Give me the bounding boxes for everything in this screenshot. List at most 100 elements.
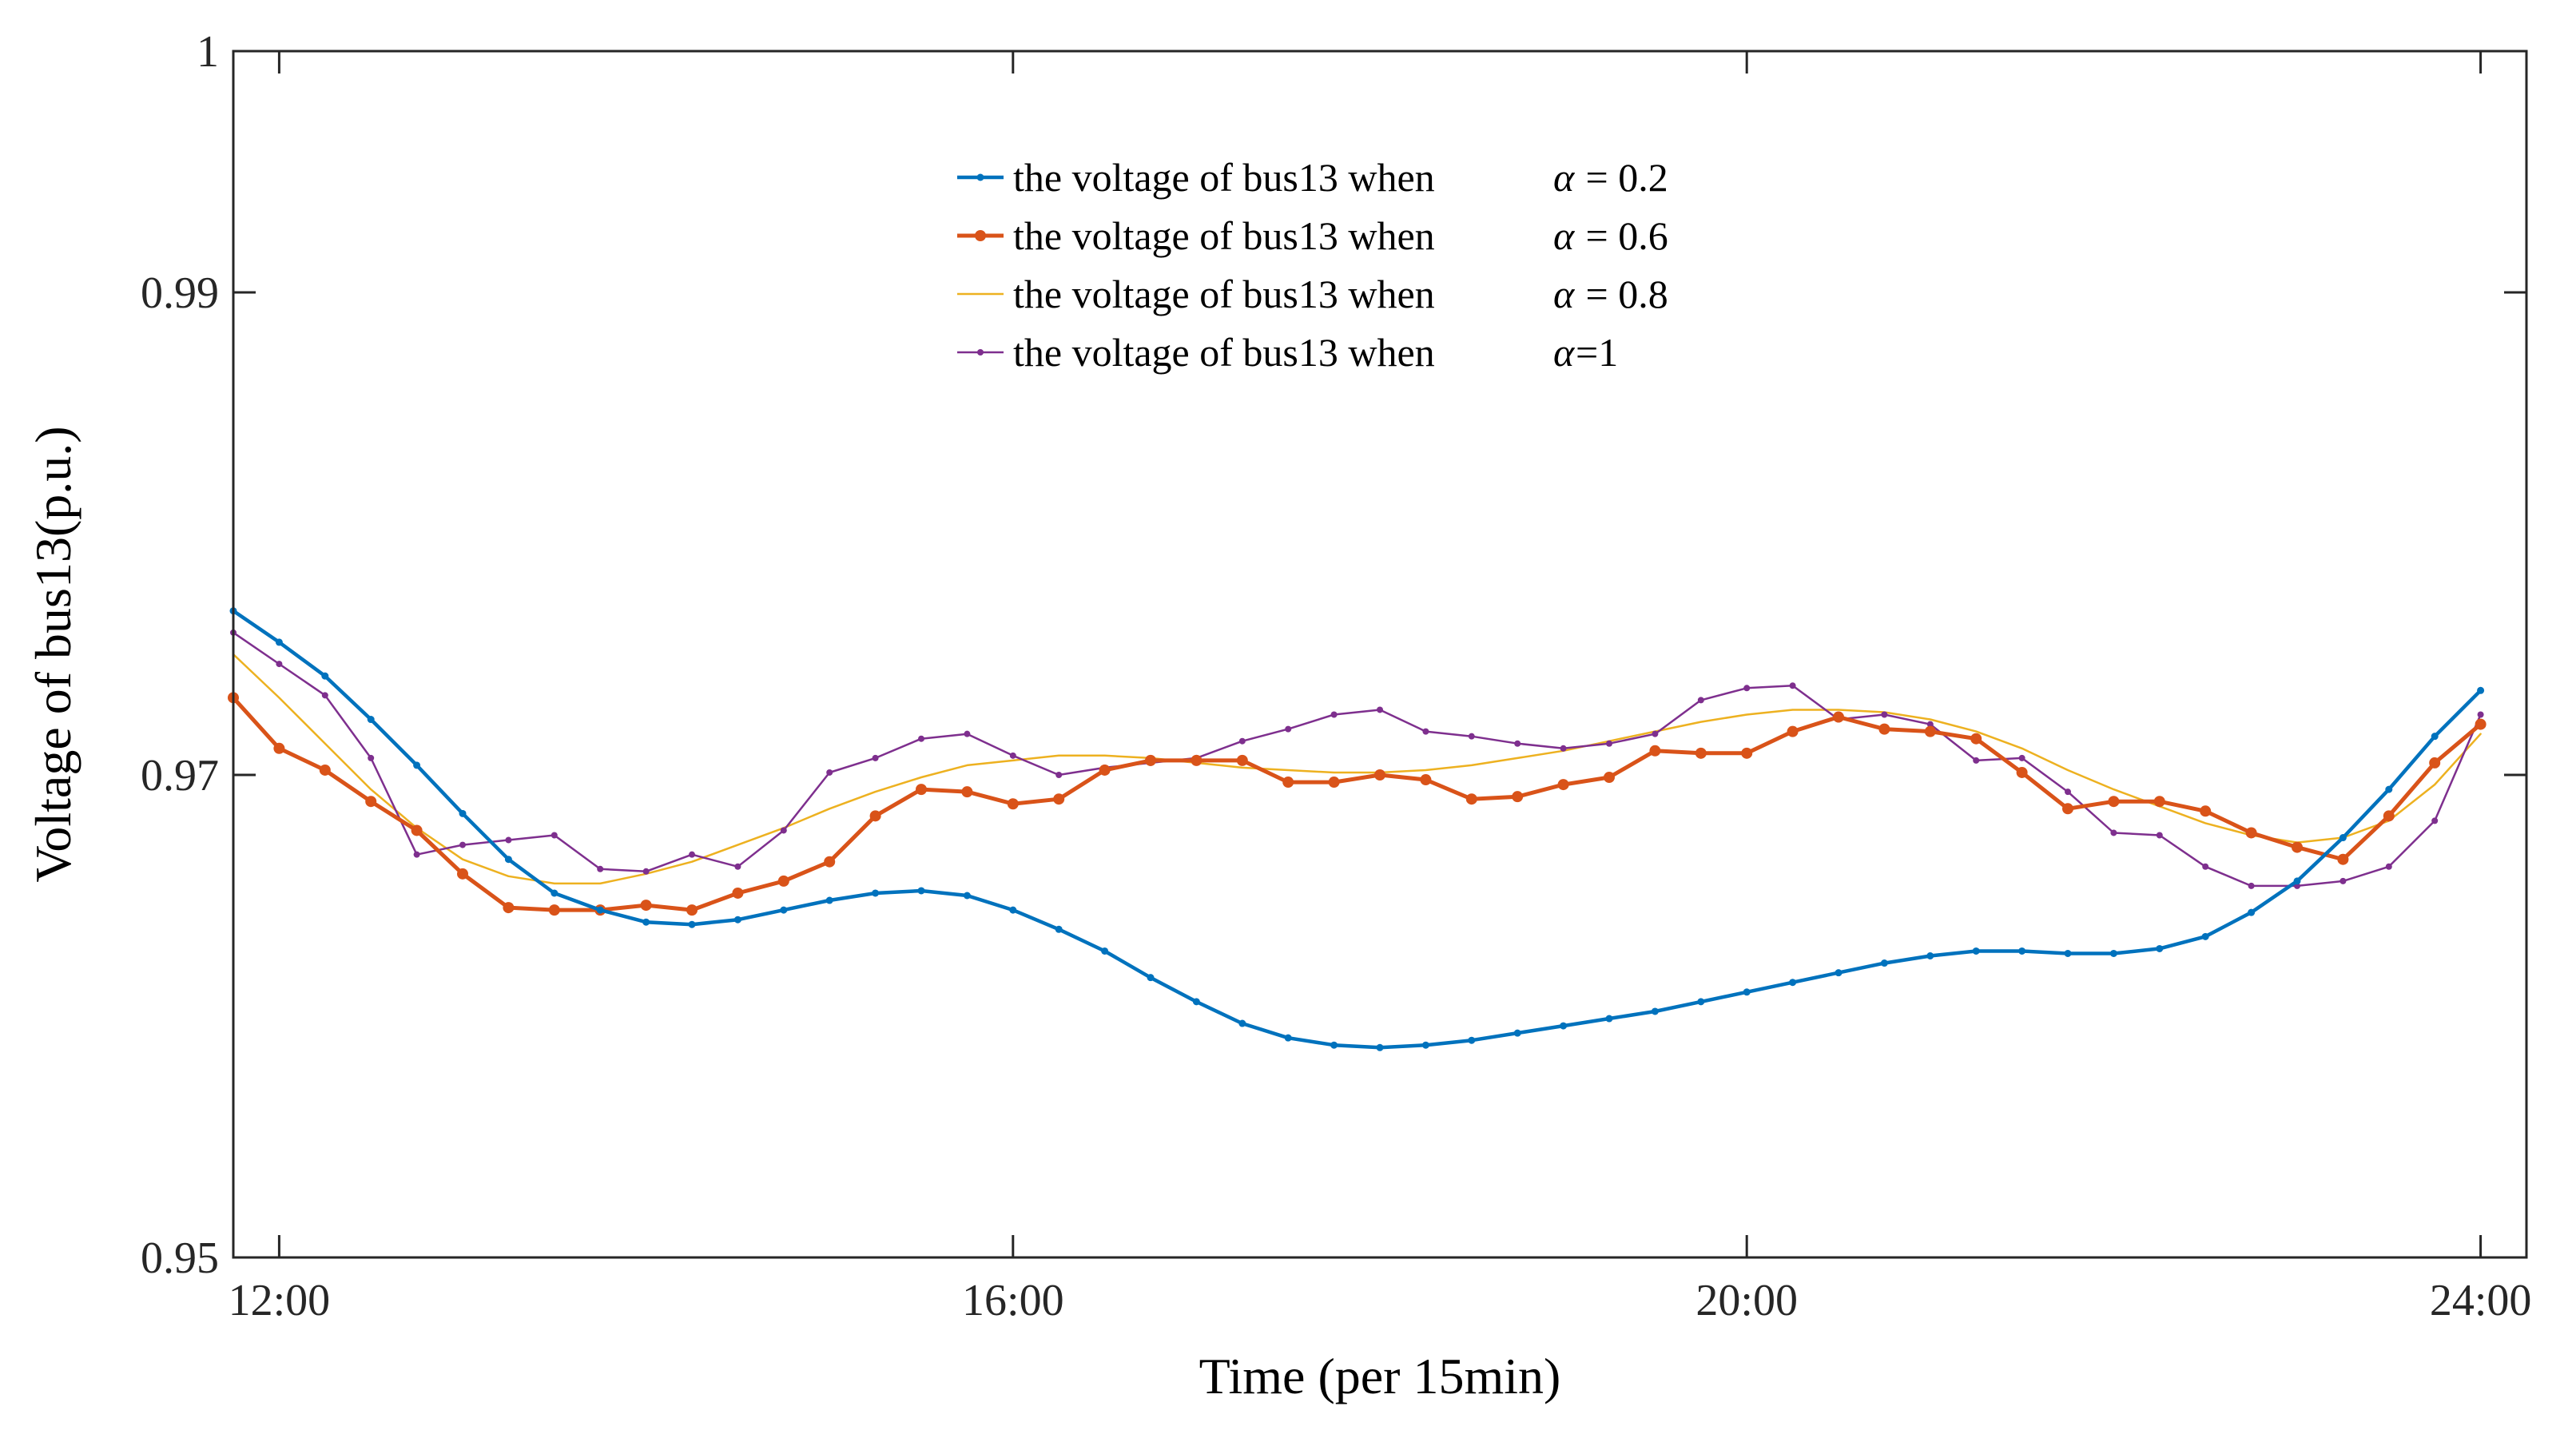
- data-point-alpha06: [2108, 796, 2120, 808]
- data-point-alpha06: [1512, 791, 1524, 803]
- legend-item-alpha08: the voltage of bus13 when α = 0.8: [957, 272, 1668, 316]
- data-point-alpha06: [869, 810, 881, 822]
- data-point-alpha06: [824, 856, 836, 868]
- data-point-alpha06: [411, 824, 423, 836]
- legend-item-alpha06: the voltage of bus13 when α = 0.6: [957, 213, 1668, 258]
- data-point-alpha1: [1055, 772, 1063, 778]
- data-point-alpha02: [2248, 908, 2256, 916]
- data-point-alpha02: [2293, 877, 2301, 885]
- data-point-alpha06: [732, 887, 744, 899]
- data-point-alpha06: [1099, 764, 1111, 776]
- data-point-alpha1: [2248, 882, 2255, 889]
- data-point-alpha1: [2431, 817, 2439, 824]
- data-point-alpha1: [780, 827, 787, 834]
- data-point-alpha1: [918, 735, 924, 742]
- data-point-alpha06: [2200, 805, 2212, 817]
- legend-marker-alpha1: [977, 349, 984, 356]
- data-point-alpha1: [413, 851, 420, 858]
- data-point-alpha06: [961, 786, 973, 798]
- legend-label-prefix: the voltage of bus13 when: [1013, 272, 1435, 316]
- data-point-alpha1: [2110, 829, 2117, 836]
- data-point-alpha06: [1557, 779, 1569, 791]
- data-point-alpha1: [459, 841, 466, 848]
- data-point-alpha02: [551, 889, 559, 897]
- data-point-alpha06: [503, 902, 515, 914]
- data-point-alpha06: [2245, 827, 2257, 839]
- data-point-alpha1: [2202, 863, 2209, 870]
- data-point-alpha1: [1238, 737, 1246, 745]
- data-point-alpha02: [1697, 998, 1705, 1006]
- data-point-alpha02: [1101, 947, 1109, 955]
- data-point-alpha06: [457, 868, 468, 880]
- series-line-alpha1: [232, 631, 2482, 888]
- legend-marker-alpha06: [975, 230, 986, 241]
- data-point-alpha1: [734, 863, 741, 870]
- data-point-alpha1: [368, 754, 375, 761]
- data-point-alpha1: [1743, 685, 1751, 692]
- x-axis-title: Time (per 15min): [1199, 1348, 1561, 1404]
- data-point-alpha1: [872, 754, 879, 761]
- data-point-alpha1: [2065, 789, 2071, 796]
- data-point-alpha06: [1741, 747, 1753, 759]
- x-tick-label: 24:00: [2430, 1276, 2532, 1325]
- legend-label-symbol: α: [1553, 272, 1576, 316]
- data-point-alpha02: [1055, 925, 1063, 933]
- data-point-alpha1: [505, 836, 512, 844]
- data-point-alpha02: [321, 672, 329, 680]
- data-point-alpha02: [1743, 988, 1751, 996]
- data-point-alpha02: [1560, 1022, 1568, 1030]
- data-point-alpha06: [273, 742, 285, 754]
- data-point-alpha1: [1514, 740, 1521, 747]
- data-point-alpha06: [2153, 796, 2165, 808]
- data-point-alpha02: [780, 906, 788, 914]
- data-point-alpha02: [367, 716, 375, 724]
- data-point-alpha06: [1007, 798, 1019, 810]
- data-point-alpha06: [1282, 777, 1294, 789]
- data-point-alpha06: [2475, 718, 2487, 730]
- series-line-alpha06: [231, 695, 2483, 912]
- data-point-alpha02: [1192, 998, 1200, 1006]
- data-point-alpha02: [2477, 686, 2485, 694]
- data-point-alpha1: [964, 730, 971, 737]
- data-point-alpha02: [1972, 947, 1980, 955]
- data-point-alpha02: [1468, 1036, 1476, 1044]
- series-alpha08: [232, 653, 2482, 885]
- series-alpha1: [230, 629, 2484, 889]
- y-tick-label: 0.99: [141, 268, 219, 318]
- data-point-alpha1: [1377, 706, 1383, 713]
- data-point-alpha06: [1191, 754, 1203, 766]
- data-point-alpha02: [688, 920, 696, 928]
- data-point-alpha1: [597, 865, 604, 872]
- series-line-alpha02: [231, 609, 2483, 1050]
- data-point-alpha1: [826, 769, 833, 776]
- data-point-alpha02: [1147, 974, 1155, 982]
- x-tick-label: 12:00: [229, 1276, 331, 1325]
- y-axis-title: Voltage of bus13(p.u.): [25, 426, 81, 882]
- data-point-alpha1: [2385, 863, 2392, 870]
- data-point-alpha06: [319, 764, 331, 776]
- data-point-alpha02: [963, 892, 971, 900]
- legend-item-alpha1: the voltage of bus13 when α =1: [957, 330, 1618, 375]
- y-tick-labels: 0.95 0.97 0.99 1: [141, 27, 219, 1283]
- data-point-alpha02: [1651, 1007, 1659, 1015]
- series-line-alpha08: [232, 653, 2482, 885]
- data-point-alpha1: [2156, 832, 2163, 839]
- data-point-alpha06: [777, 875, 789, 887]
- data-point-alpha06: [1328, 777, 1340, 789]
- data-point-alpha06: [1236, 754, 1248, 766]
- data-point-alpha06: [1878, 723, 1890, 735]
- data-point-alpha02: [1421, 1041, 1429, 1049]
- series-alpha02: [229, 607, 2485, 1051]
- data-point-alpha06: [1420, 774, 1432, 786]
- legend-label-symbol: α: [1553, 330, 1576, 375]
- data-point-alpha02: [504, 856, 512, 864]
- data-point-alpha1: [1697, 697, 1704, 704]
- data-point-alpha06: [1465, 793, 1477, 805]
- data-point-alpha02: [1376, 1043, 1384, 1051]
- y-tick-label: 1: [197, 27, 219, 77]
- legend-label-symbol: α: [1553, 213, 1576, 258]
- data-point-alpha06: [686, 904, 698, 916]
- data-point-alpha06: [2016, 766, 2028, 778]
- data-point-alpha02: [1880, 959, 1888, 967]
